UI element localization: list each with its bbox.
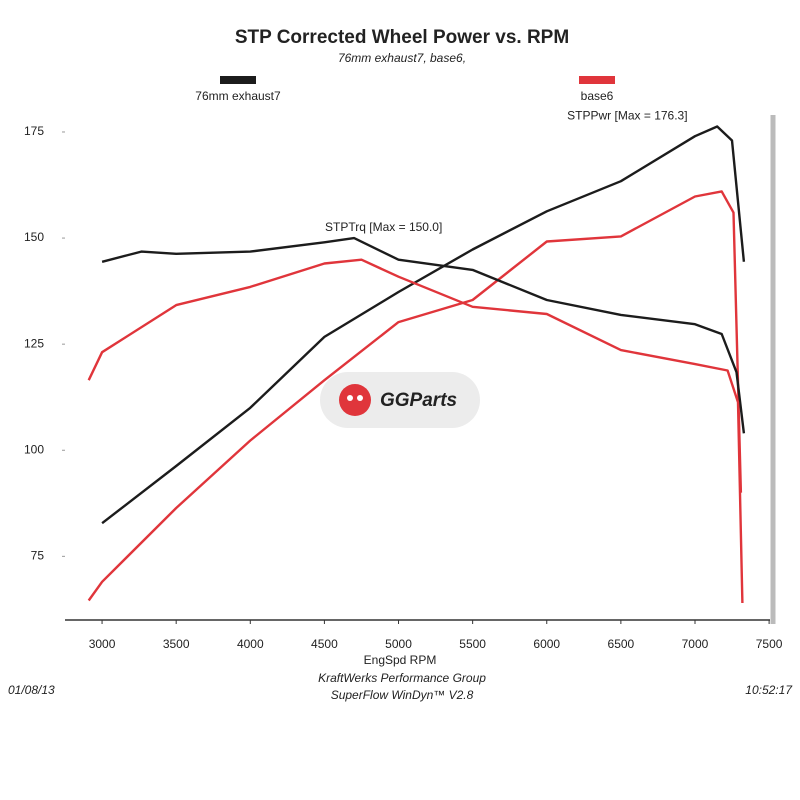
annotation: STPTrq [Max = 150.0]	[325, 220, 442, 234]
chart-subtitle: 76mm exhaust7, base6,	[338, 51, 466, 65]
y-tick-label: 75	[31, 549, 45, 563]
watermark-icon	[339, 384, 371, 416]
legend-label: 76mm exhaust7	[195, 89, 281, 103]
footer: SuperFlow WinDyn™ V2.8	[331, 688, 474, 702]
legend-swatch	[579, 76, 615, 84]
x-tick-label: 7000	[682, 637, 709, 651]
x-tick-label: 5000	[385, 637, 412, 651]
chart-title: STP Corrected Wheel Power vs. RPM	[235, 27, 569, 48]
y-tick-label: 150	[24, 230, 44, 244]
watermark-icon	[357, 395, 363, 401]
footer: KraftWerks Performance Group	[318, 671, 486, 685]
legend-label: base6	[581, 89, 614, 103]
series-line	[87, 258, 744, 604]
x-tick-label: 4000	[237, 637, 264, 651]
x-tick-label: 3500	[163, 637, 190, 651]
date: 01/08/13	[8, 683, 55, 697]
y-tick-label: 125	[24, 336, 44, 350]
x-axis-label: EngSpd RPM	[364, 653, 437, 667]
y-tick-label: 100	[24, 442, 44, 456]
x-tick-label: 4500	[311, 637, 338, 651]
legend-swatch	[220, 76, 256, 84]
x-tick-label: 5500	[459, 637, 486, 651]
series-line	[101, 236, 746, 434]
series-line	[87, 190, 743, 602]
watermark-text: GGParts	[380, 390, 457, 411]
y-tick-label: 175	[24, 124, 44, 138]
watermark: GGParts	[320, 372, 480, 428]
watermark-icon	[347, 395, 353, 401]
x-tick-label: 7500	[756, 637, 783, 651]
x-tick-label: 6500	[608, 637, 635, 651]
x-tick-label: 6000	[533, 637, 560, 651]
annotation: STPPwr [Max = 176.3]	[567, 109, 687, 123]
x-tick-label: 3000	[89, 637, 116, 651]
time: 10:52:17	[745, 683, 793, 697]
series-line	[101, 125, 746, 525]
